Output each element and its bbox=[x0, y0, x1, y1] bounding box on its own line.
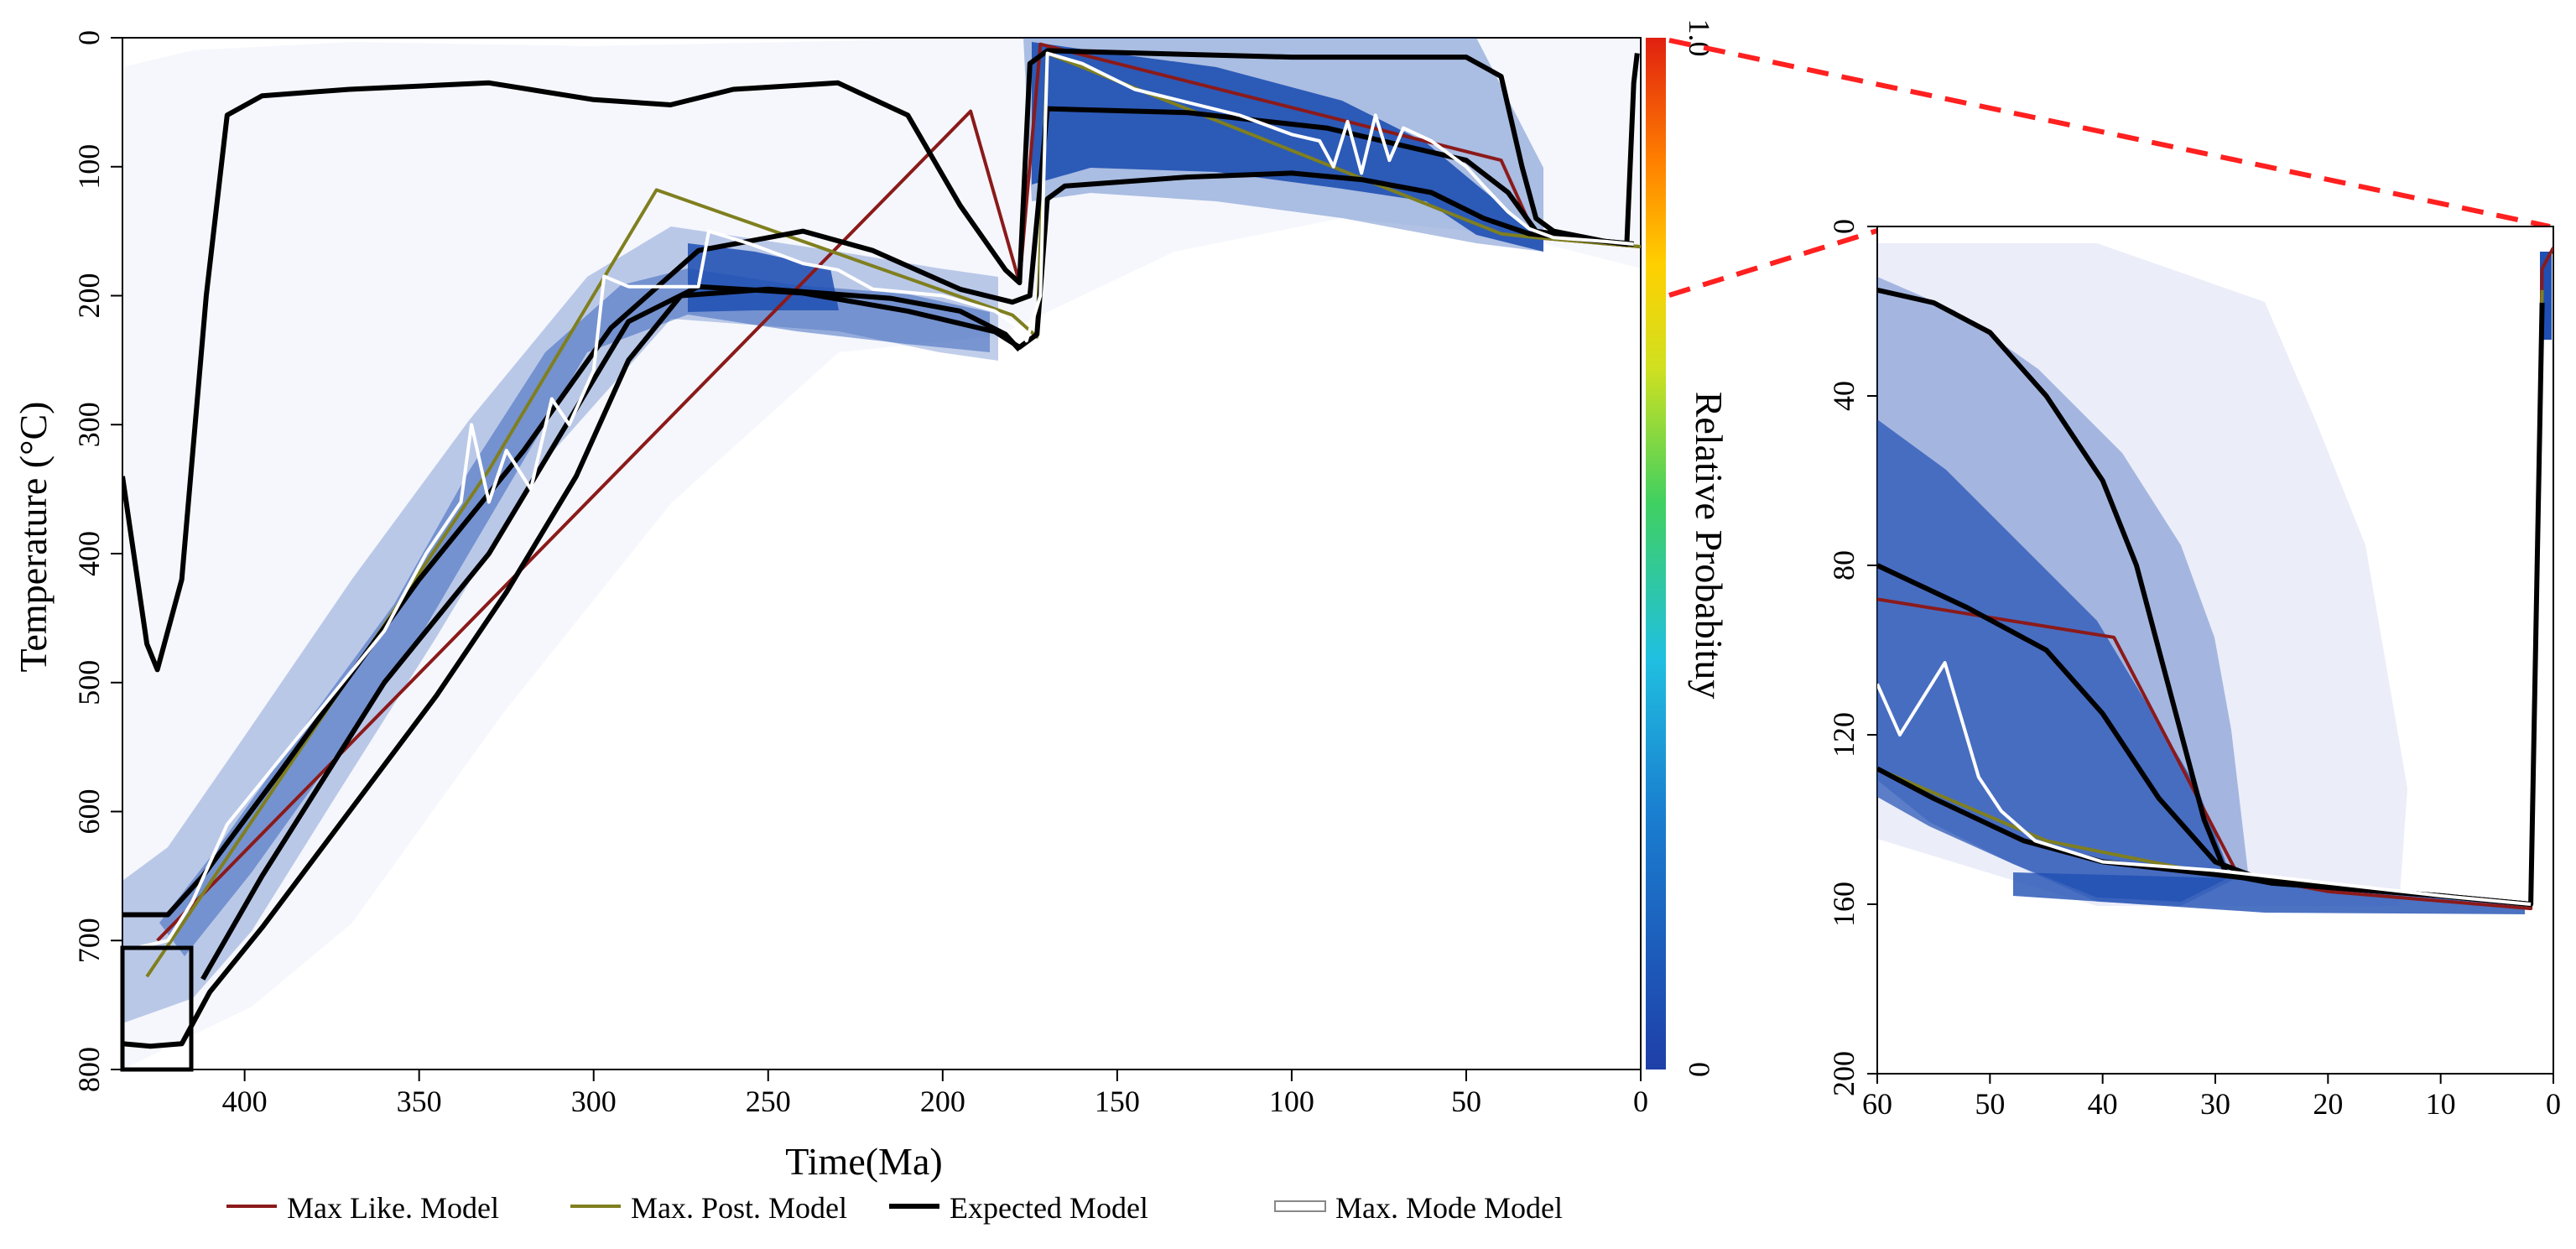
main-x-tick-label: 100 bbox=[1269, 1085, 1314, 1118]
inset-y-tick-label: 40 bbox=[1827, 381, 1860, 411]
main-x-tick-label: 200 bbox=[920, 1085, 965, 1118]
inset-y-tick-label: 200 bbox=[1827, 1051, 1860, 1096]
main-series-expected-mid-lower bbox=[200, 170, 1634, 981]
main-y-tick-label: 0 bbox=[72, 30, 106, 45]
main-y-tick-label: 400 bbox=[72, 531, 106, 576]
main-chart: 400 350 300 250 200 150 100 50 00100200300400500… bbox=[12, 30, 1648, 1183]
main-x-tick-label: 250 bbox=[746, 1085, 791, 1118]
main-y-tick-label: 300 bbox=[72, 402, 106, 447]
main-x-tick-label: 0 bbox=[1633, 1085, 1648, 1118]
legend: Max Like. Model Max. Post. Model Expected … bbox=[226, 1191, 1563, 1225]
legend-label-max-like: Max Like. Model bbox=[287, 1191, 499, 1225]
main-density-band-1 bbox=[122, 226, 998, 1023]
main-x-axis-label: Time(Ma) bbox=[785, 1140, 942, 1183]
main-y-tick-label: 200 bbox=[72, 273, 106, 319]
legend-label-max-mode: Max. Mode Model bbox=[1335, 1191, 1563, 1225]
main-x-tick-label: 350 bbox=[397, 1085, 442, 1118]
main-series-expected-lower bbox=[122, 286, 1022, 1049]
colorbar-label: Relative Probabituy bbox=[1688, 392, 1730, 700]
inset-y-tick-label: 160 bbox=[1827, 882, 1860, 927]
inset-x-tick-label: 60 bbox=[1862, 1087, 1892, 1121]
legend-label-expected: Expected Model bbox=[950, 1191, 1148, 1225]
main-y-tick-label: 500 bbox=[72, 660, 106, 705]
colorbar-gradient bbox=[1646, 38, 1666, 1069]
legend-swatch-max-mode bbox=[1274, 1200, 1326, 1212]
inset-x-tick-label: 10 bbox=[2426, 1087, 2456, 1121]
inset-y-tick-label: 0 bbox=[1827, 219, 1860, 234]
inset-y-tick-label: 80 bbox=[1827, 550, 1860, 580]
inset-x-tick-label: 40 bbox=[2088, 1087, 2118, 1121]
inset-x-tick-label: 20 bbox=[2313, 1087, 2343, 1121]
main-x-tick-label: 50 bbox=[1451, 1085, 1481, 1118]
main-plot-frame bbox=[122, 37, 1642, 1070]
main-x-tick-label: 300 bbox=[571, 1085, 617, 1118]
colorbar-min-label: 0 bbox=[1683, 1062, 1716, 1077]
main-series-expected-upper bbox=[122, 48, 1640, 673]
inset-y-tick-label: 120 bbox=[1827, 712, 1860, 757]
main-x-tick-label: 400 bbox=[222, 1085, 268, 1118]
main-y-axis-label: Temperature (°C) bbox=[12, 402, 55, 673]
main-density-haze bbox=[122, 38, 1641, 1069]
inset-density-floor bbox=[2013, 872, 2525, 914]
main-y-tick-label: 100 bbox=[72, 144, 106, 190]
inset-x-tick-label: 0 bbox=[2546, 1087, 2561, 1121]
main-y-tick-label: 600 bbox=[72, 789, 106, 835]
legend-label-max-post: Max. Post. Model bbox=[631, 1191, 847, 1225]
main-x-tick-label: 150 bbox=[1095, 1085, 1140, 1118]
inset-series-max-like bbox=[1877, 247, 2553, 911]
main-y-tick-label: 700 bbox=[72, 918, 106, 963]
inset-x-tick-label: 50 bbox=[1975, 1087, 2005, 1121]
zoom-connector-bottom bbox=[1668, 228, 1878, 298]
inset-series-max-mode bbox=[1877, 661, 2532, 906]
main-series-expected-mid-upper bbox=[122, 106, 1634, 918]
inset-x-tick-label: 30 bbox=[2200, 1087, 2230, 1121]
zoom-connector-top bbox=[1668, 38, 2551, 229]
inset-chart: 60 50 40 30 20 10 0 0 40 80 120 160 200 bbox=[1827, 219, 2561, 1121]
zoom-region-box bbox=[120, 945, 194, 1072]
main-density-band-2 bbox=[159, 268, 990, 956]
main-series-max-mode bbox=[139, 51, 1634, 949]
main-y-tick-label: 800 bbox=[72, 1047, 106, 1092]
colorbar: 1.0 0 Relative Probabituy bbox=[1646, 19, 1730, 1077]
